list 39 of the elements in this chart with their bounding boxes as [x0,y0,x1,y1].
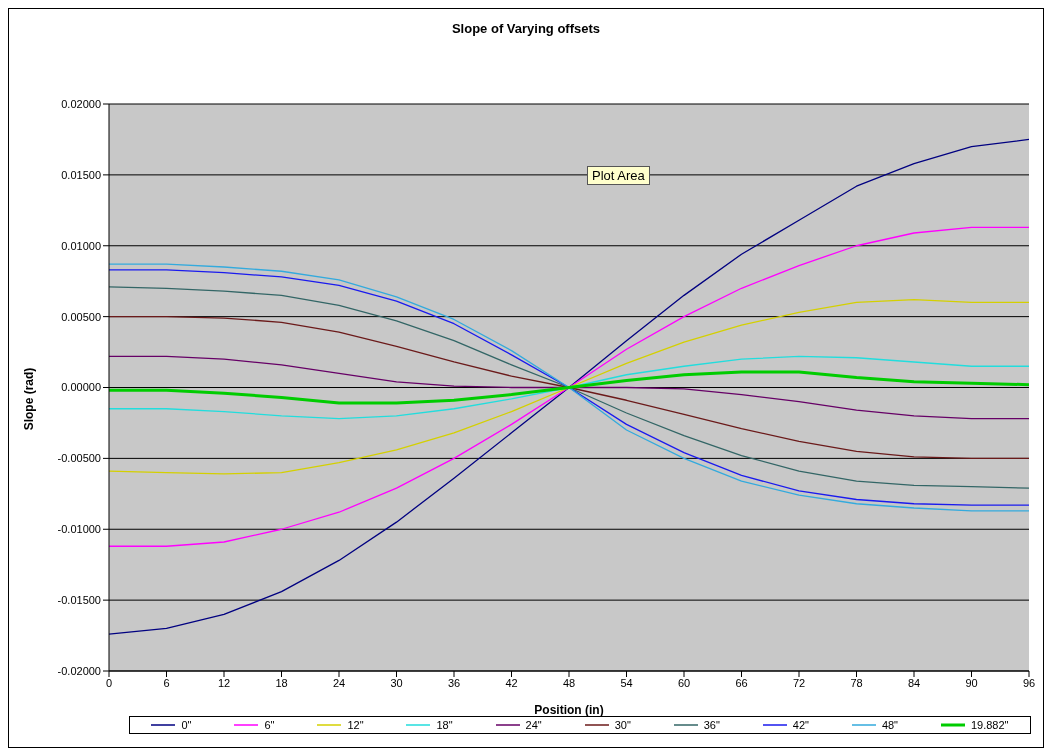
x-tick-label: 48 [562,676,576,689]
x-tick-label: 30 [390,676,403,689]
y-tick-label: 0.02000 [61,97,101,110]
x-tick-label: 60 [677,676,691,689]
y-tick-label: 0.01500 [61,168,101,181]
x-tick-label: 66 [735,676,748,689]
x-tick-label: 0 [105,676,113,689]
x-tick-label: 72 [792,676,806,689]
y-tick-label: -0.00500 [57,452,101,465]
y-tick-label: -0.01500 [57,594,101,607]
legend-label: 42" [792,719,809,731]
legend-label: 12" [347,719,364,731]
x-tick-label: 90 [965,676,978,689]
chart-title: Slope of Varying offsets [450,20,602,36]
x-tick-label: 78 [850,676,863,689]
x-tick-label: 6 [163,676,170,689]
y-tick-label: 0.00500 [61,310,101,323]
x-tick-label: 84 [907,676,921,689]
x-tick-label: 96 [1022,676,1036,689]
legend-label: 24" [525,719,542,731]
legend-label: 30" [614,719,631,731]
x-tick-label: 42 [505,676,518,689]
y-tick-label: -0.02000 [57,664,101,677]
x-tick-label: 54 [620,676,633,689]
legend-label: 19.882" [970,719,1009,731]
y-tick-label: 0.01000 [61,239,101,252]
y-tick-label: 0.00000 [61,381,101,394]
x-tick-label: 12 [217,676,231,689]
x-tick-label: 18 [275,676,288,689]
x-tick-label: 24 [332,676,346,689]
legend-label: 48" [881,719,899,731]
legend-label: 0" [181,719,192,731]
annotation: Plot Area [587,166,650,185]
legend-label: 18" [436,719,453,731]
legend-label: 36" [703,719,720,731]
y-axis-title: Slope (rad) [22,367,37,431]
y-tick-label: -0.01000 [57,523,101,536]
legend-label: 6" [264,719,275,731]
x-tick-label: 36 [447,676,461,689]
